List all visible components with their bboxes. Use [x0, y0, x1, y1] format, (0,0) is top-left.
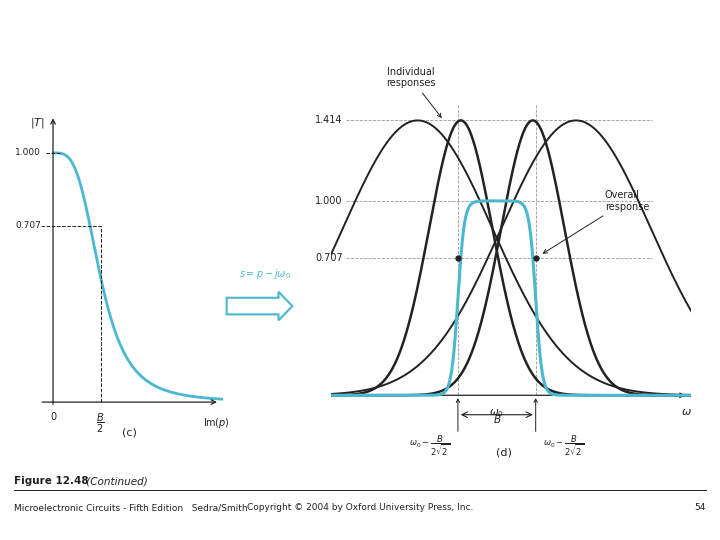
Text: $s = p - j\omega_0$: $s = p - j\omega_0$	[239, 267, 291, 281]
Text: (d): (d)	[496, 448, 512, 458]
Text: $|T|$: $|T|$	[30, 116, 45, 130]
Text: $\omega_0 - \dfrac{B}{2\sqrt{2}}$: $\omega_0 - \dfrac{B}{2\sqrt{2}}$	[410, 434, 451, 458]
Text: 1.000: 1.000	[315, 196, 343, 206]
Text: 54: 54	[694, 503, 706, 512]
Text: 0.707: 0.707	[15, 221, 41, 231]
Text: $\omega_0 - \dfrac{B}{2\sqrt{2}}$: $\omega_0 - \dfrac{B}{2\sqrt{2}}$	[543, 434, 584, 458]
Text: (Continued): (Continued)	[83, 476, 148, 487]
Text: $\omega$: $\omega$	[681, 407, 693, 417]
Text: Overall
response: Overall response	[544, 190, 649, 253]
Text: Copyright © 2004 by Oxford University Press, Inc.: Copyright © 2004 by Oxford University Pr…	[247, 503, 473, 512]
Text: 1.414: 1.414	[315, 116, 343, 125]
Text: 0.707: 0.707	[315, 253, 343, 263]
Text: $B$: $B$	[492, 413, 501, 425]
Text: 1.000: 1.000	[15, 148, 41, 157]
Text: $\omega_0$: $\omega_0$	[490, 407, 504, 419]
Text: Individual
responses: Individual responses	[386, 66, 441, 117]
Text: (c): (c)	[122, 427, 137, 437]
Text: Im$(p)$: Im$(p)$	[203, 416, 230, 430]
Text: Microelectronic Circuits - Fifth Edition   Sedra/Smith: Microelectronic Circuits - Fifth Edition…	[14, 503, 248, 512]
Text: 0: 0	[50, 412, 56, 422]
FancyArrow shape	[227, 292, 292, 320]
Text: $\dfrac{B}{2}$: $\dfrac{B}{2}$	[96, 412, 105, 435]
Text: Figure 12.48: Figure 12.48	[14, 476, 89, 487]
